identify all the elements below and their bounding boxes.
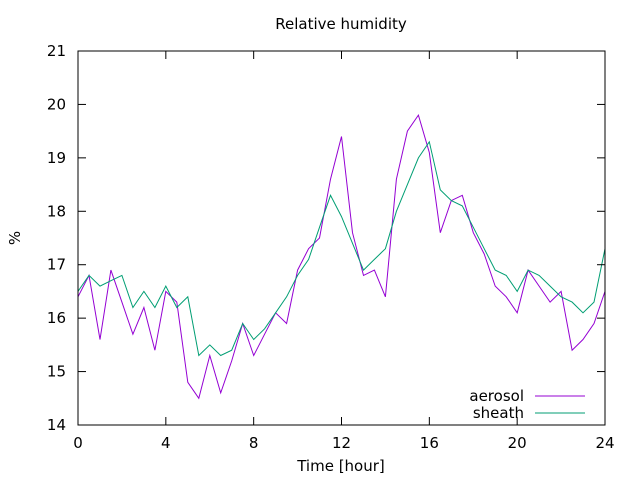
x-tick-label: 24 bbox=[595, 434, 614, 452]
legend-label-aerosol: aerosol bbox=[469, 387, 524, 405]
plot-frame bbox=[77, 50, 606, 426]
legend-label-sheath: sheath bbox=[473, 404, 524, 422]
x-tick-label: 16 bbox=[420, 434, 439, 452]
series-line-sheath bbox=[77, 140, 606, 357]
y-tick-label: 19 bbox=[47, 149, 66, 167]
y-tick-label: 18 bbox=[47, 202, 66, 220]
y-tick-label: 21 bbox=[47, 42, 66, 60]
x-tick-label: 8 bbox=[249, 434, 259, 452]
x-tick-label: 0 bbox=[73, 434, 83, 452]
x-tick-label: 20 bbox=[508, 434, 527, 452]
chart-title: Relative humidity bbox=[275, 15, 407, 33]
y-tick-label: 15 bbox=[47, 363, 66, 381]
y-tick-label: 16 bbox=[47, 309, 66, 327]
y-axis-title: % bbox=[6, 231, 24, 245]
series-layer bbox=[77, 113, 606, 400]
x-tick-label: 12 bbox=[332, 434, 351, 452]
x-axis-title: Time [hour] bbox=[296, 457, 385, 475]
series-line-aerosol bbox=[77, 113, 606, 400]
y-tick-label: 14 bbox=[47, 416, 66, 434]
y-tick-label: 20 bbox=[47, 95, 66, 113]
y-tick-label: 17 bbox=[47, 256, 66, 274]
x-tick-label: 4 bbox=[161, 434, 171, 452]
tick-layer: 0 4 8 12 16 20 24 14 15 16 17 18 19 20 21 bbox=[47, 42, 615, 452]
